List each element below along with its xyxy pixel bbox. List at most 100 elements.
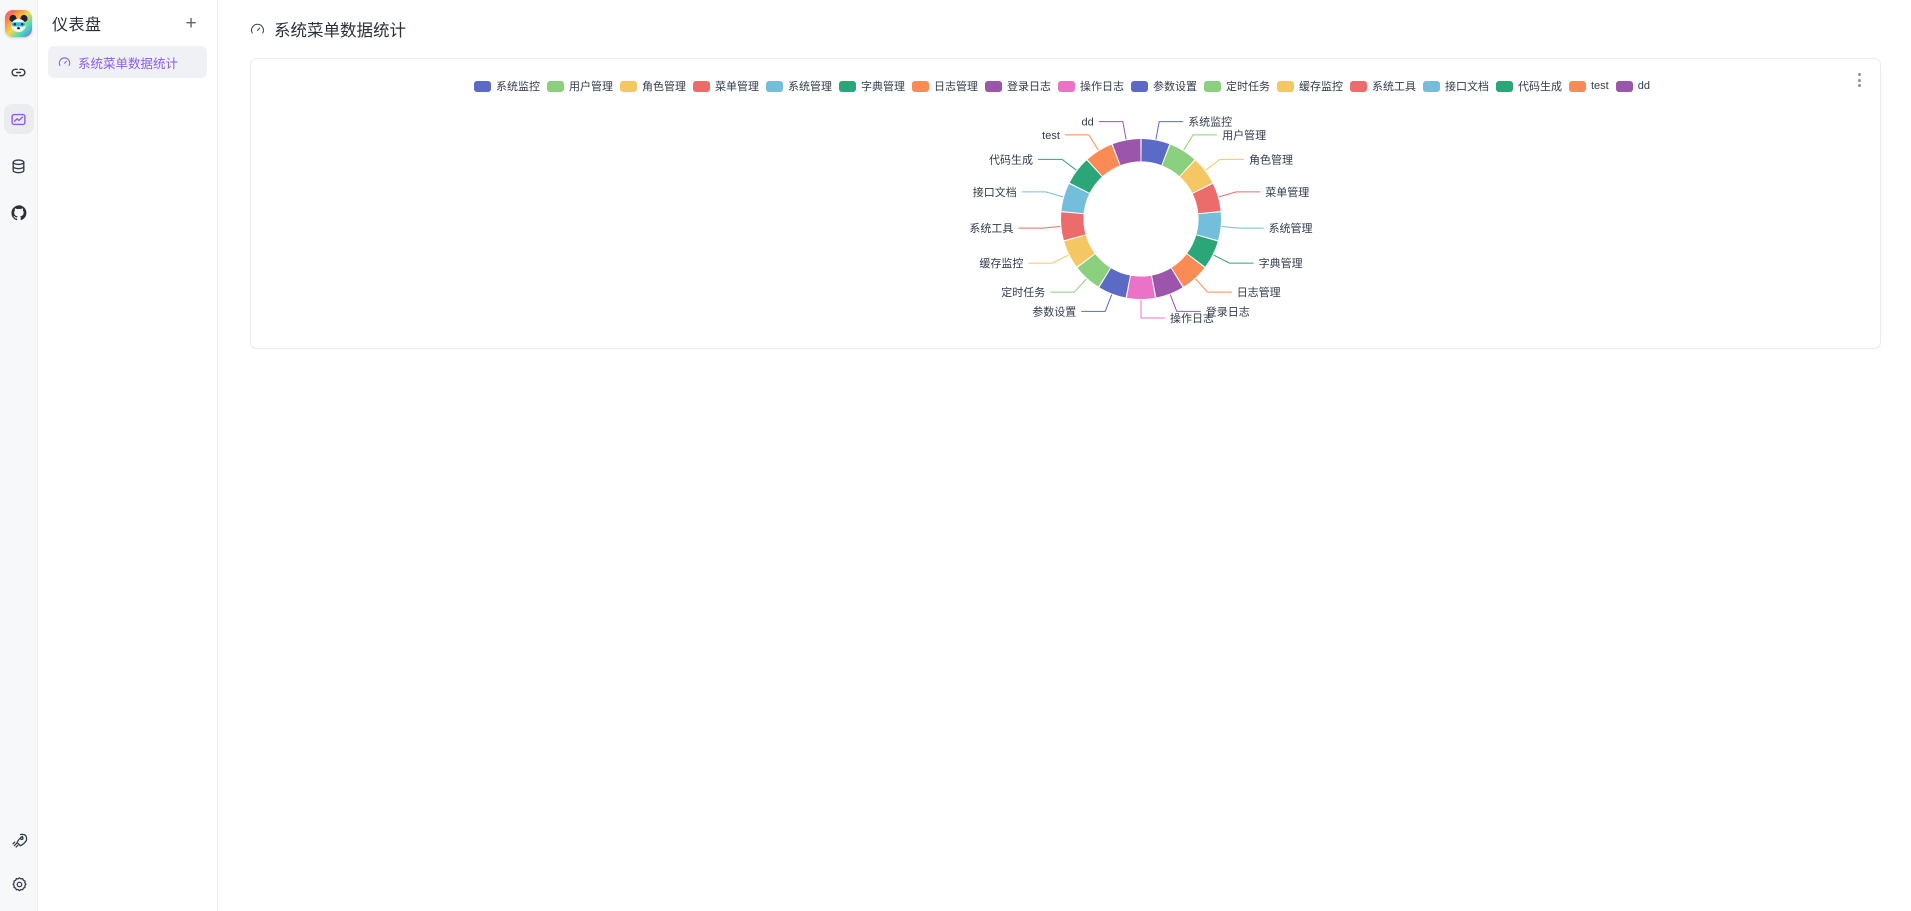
legend-label: 日志管理 <box>934 81 978 93</box>
legend-item[interactable]: 系统监控 <box>474 78 540 94</box>
legend-swatch-icon <box>547 80 564 92</box>
legend-item[interactable]: 用户管理 <box>547 78 613 94</box>
legend-swatch-icon <box>912 80 929 92</box>
legend-item[interactable]: 角色管理 <box>620 78 686 94</box>
legend-swatch-icon <box>1569 80 1586 92</box>
donut-slice[interactable] <box>1060 183 1089 214</box>
legend-label: test <box>1591 80 1609 92</box>
donut-slice[interactable] <box>1126 275 1155 299</box>
legend-item[interactable]: 参数设置 <box>1131 78 1197 94</box>
donut-slice[interactable] <box>1077 254 1110 287</box>
slice-leader-line <box>1218 191 1260 198</box>
legend-label: 接口文档 <box>1445 81 1489 93</box>
card-more-menu-button[interactable] <box>1851 71 1867 89</box>
sidebar-item-system-menu-stats[interactable]: 系统菜单数据统计 <box>48 46 207 78</box>
donut-slice[interactable] <box>1069 160 1102 193</box>
legend-item[interactable]: dd <box>1615 80 1650 92</box>
donut-slice[interactable] <box>1192 183 1221 214</box>
legend-item[interactable]: 缓存监控 <box>1277 78 1343 94</box>
legend-label: 菜单管理 <box>715 81 759 93</box>
legend-label: 参数设置 <box>1153 81 1197 93</box>
legend-label: 定时任务 <box>1226 81 1270 93</box>
chart-icon <box>11 113 26 125</box>
legend-swatch-icon <box>1131 80 1148 92</box>
legend-label: 缓存监控 <box>1299 81 1343 93</box>
legend-item[interactable]: 操作日志 <box>1058 78 1124 94</box>
slice-leader-line <box>1194 278 1232 293</box>
rail-item-link[interactable] <box>4 57 34 87</box>
donut-slice[interactable] <box>1098 268 1130 298</box>
legend-item[interactable]: 接口文档 <box>1423 78 1489 94</box>
sidebar-item-label: 系统菜单数据统计 <box>78 56 179 71</box>
legend-item[interactable]: 代码生成 <box>1496 78 1562 94</box>
kebab-dot <box>1857 73 1861 76</box>
slice-label: 登录日志 <box>1205 304 1249 318</box>
slice-label: 代码生成 <box>988 152 1032 166</box>
chart-area: 系统监控 用户管理 角色管理 菜单管理 系统管理 字典管理 日志管理 登录日志 操作日志 参数设置… <box>251 59 1880 348</box>
slice-label: 操作日志 <box>1170 311 1214 325</box>
legend-swatch-icon <box>693 80 710 92</box>
donut-slice[interactable] <box>1161 144 1194 177</box>
legend-swatch-icon <box>1277 80 1294 92</box>
rail-item-datasource[interactable] <box>4 151 34 181</box>
legend-item[interactable]: 系统工具 <box>1350 78 1416 94</box>
panel-title: 仪表盘 <box>52 17 102 34</box>
kebab-dot <box>1857 84 1861 87</box>
page-header: 系统菜单数据统计 <box>242 0 1887 58</box>
legend-label: 角色管理 <box>642 81 686 93</box>
legend-swatch-icon <box>1204 80 1221 92</box>
rail-item-settings[interactable] <box>4 869 34 899</box>
slice-leader-line <box>1169 294 1201 312</box>
slice-leader-line <box>1154 121 1183 140</box>
rail-item-github[interactable] <box>4 198 34 228</box>
legend-label: 系统工具 <box>1372 81 1416 93</box>
legend-item[interactable]: 登录日志 <box>985 78 1051 94</box>
slice-leader-line <box>1021 191 1063 198</box>
donut-slice[interactable] <box>1186 235 1218 267</box>
legend-item[interactable]: 菜单管理 <box>693 78 759 94</box>
app-logo[interactable] <box>5 10 32 37</box>
legend-label: 系统管理 <box>788 81 832 93</box>
slice-label: 定时任务 <box>1001 285 1045 299</box>
donut-slice[interactable] <box>1179 160 1212 193</box>
legend-swatch-icon <box>1615 80 1633 92</box>
donut-slice[interactable] <box>1063 235 1095 267</box>
legend-item[interactable]: 字典管理 <box>839 78 905 94</box>
donut-slice[interactable] <box>1060 212 1085 241</box>
slice-leader-line <box>1204 158 1244 171</box>
legend-swatch-icon <box>985 80 1002 92</box>
slice-label: 字典管理 <box>1258 256 1302 270</box>
rail-item-upgrade[interactable] <box>4 825 34 855</box>
legend-swatch-icon <box>1058 80 1075 92</box>
panel-header: 仪表盘 + <box>48 0 207 46</box>
legend-label: 用户管理 <box>569 81 613 93</box>
slice-label: 接口文档 <box>972 185 1016 199</box>
slice-leader-line <box>1140 300 1165 319</box>
legend-swatch-icon <box>766 80 783 92</box>
rail-item-dashboard[interactable] <box>3 104 34 134</box>
main-content: 系统菜单数据统计 系统监控 用户管理 角色管理 菜单管理 系统管理 字典管理 日志管理 登录日… <box>218 0 1911 911</box>
legend-item[interactable]: 定时任务 <box>1204 78 1270 94</box>
legend-label: dd <box>1637 80 1650 92</box>
legend-item[interactable]: 日志管理 <box>912 78 978 94</box>
slice-leader-line <box>1098 121 1127 140</box>
legend-label: 操作日志 <box>1080 81 1124 93</box>
slice-leader-line <box>1017 225 1060 229</box>
icon-rail <box>0 0 38 911</box>
legend-item[interactable]: test <box>1569 80 1609 92</box>
add-dashboard-button[interactable]: + <box>185 12 197 34</box>
panda-logo-icon <box>5 10 32 37</box>
donut-slice[interactable] <box>1196 212 1221 241</box>
donut-slice[interactable] <box>1151 268 1183 298</box>
legend-item[interactable]: 系统管理 <box>766 78 832 94</box>
legend-swatch-icon <box>839 80 856 92</box>
donut-slice[interactable] <box>1171 254 1204 287</box>
donut-slice[interactable] <box>1112 139 1141 166</box>
donut-slice[interactable] <box>1087 144 1120 177</box>
slice-label: 系统监控 <box>1188 115 1232 129</box>
gear-icon <box>11 876 27 891</box>
legend-label: 系统监控 <box>496 81 540 93</box>
donut-slice[interactable] <box>1140 139 1169 166</box>
legend-label: 代码生成 <box>1518 81 1562 93</box>
slice-label: dd <box>1081 117 1093 129</box>
